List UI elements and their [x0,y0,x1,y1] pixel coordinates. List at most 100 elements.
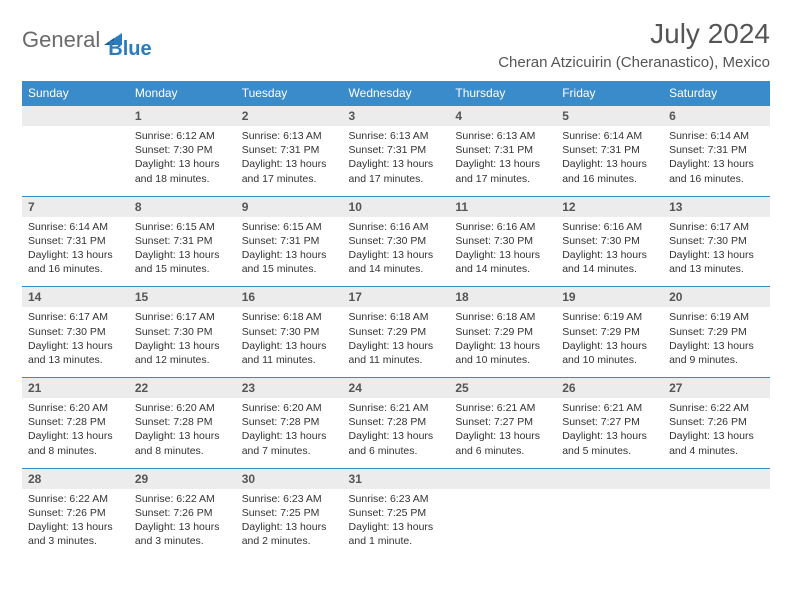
day-cell: Sunrise: 6:14 AMSunset: 7:31 PMDaylight:… [663,126,770,196]
day-day1: Daylight: 13 hours [135,429,230,443]
day-day2: and 9 minutes. [669,353,764,367]
day-day1: Daylight: 13 hours [562,339,657,353]
title-area: July 2024 Cheran Atzicuirin (Cheranastic… [498,18,770,71]
day-cell: Sunrise: 6:16 AMSunset: 7:30 PMDaylight:… [449,217,556,287]
day-day1: Daylight: 13 hours [669,339,764,353]
day-day1: Daylight: 13 hours [242,520,337,534]
day-day2: and 8 minutes. [28,444,123,458]
date-number-row: 78910111213 [22,196,770,217]
date-number: 3 [343,106,450,127]
date-number-row: 123456 [22,106,770,127]
day-day1: Daylight: 13 hours [349,157,444,171]
weekday-header: Thursday [449,81,556,106]
day-day1: Daylight: 13 hours [669,429,764,443]
day-sunset: Sunset: 7:29 PM [562,325,657,339]
date-number: 25 [449,378,556,399]
day-day1: Daylight: 13 hours [28,520,123,534]
day-day1: Daylight: 13 hours [455,429,550,443]
day-day2: and 16 minutes. [28,262,123,276]
day-day2: and 14 minutes. [349,262,444,276]
day-day2: and 3 minutes. [28,534,123,548]
day-sunset: Sunset: 7:30 PM [562,234,657,248]
weekday-header: Sunday [22,81,129,106]
calendar-table: Sunday Monday Tuesday Wednesday Thursday… [22,81,770,558]
day-day1: Daylight: 13 hours [669,157,764,171]
date-number: 23 [236,378,343,399]
day-sunset: Sunset: 7:29 PM [349,325,444,339]
date-number: 5 [556,106,663,127]
day-cell: Sunrise: 6:18 AMSunset: 7:30 PMDaylight:… [236,307,343,377]
day-sunrise: Sunrise: 6:13 AM [242,129,337,143]
day-data-row: Sunrise: 6:14 AMSunset: 7:31 PMDaylight:… [22,217,770,287]
day-day2: and 5 minutes. [562,444,657,458]
day-sunset: Sunset: 7:31 PM [562,143,657,157]
day-day1: Daylight: 13 hours [455,157,550,171]
header: General Blue July 2024 Cheran Atzicuirin… [22,18,770,71]
day-cell: Sunrise: 6:16 AMSunset: 7:30 PMDaylight:… [556,217,663,287]
day-sunrise: Sunrise: 6:15 AM [135,220,230,234]
day-sunset: Sunset: 7:30 PM [669,234,764,248]
day-cell: Sunrise: 6:20 AMSunset: 7:28 PMDaylight:… [236,398,343,468]
day-day1: Daylight: 13 hours [135,520,230,534]
day-day1: Daylight: 13 hours [349,339,444,353]
day-cell [22,126,129,196]
date-number: 15 [129,287,236,308]
day-day1: Daylight: 13 hours [455,248,550,262]
day-day2: and 1 minute. [349,534,444,548]
date-number: 6 [663,106,770,127]
date-number: 24 [343,378,450,399]
day-sunset: Sunset: 7:30 PM [28,325,123,339]
day-day2: and 10 minutes. [562,353,657,367]
day-day1: Daylight: 13 hours [242,157,337,171]
day-cell: Sunrise: 6:22 AMSunset: 7:26 PMDaylight:… [663,398,770,468]
day-sunrise: Sunrise: 6:15 AM [242,220,337,234]
day-cell [663,489,770,559]
day-day1: Daylight: 13 hours [28,429,123,443]
calendar-body: 123456Sunrise: 6:12 AMSunset: 7:30 PMDay… [22,106,770,559]
day-day2: and 2 minutes. [242,534,337,548]
day-sunrise: Sunrise: 6:14 AM [562,129,657,143]
day-day1: Daylight: 13 hours [135,339,230,353]
day-day2: and 7 minutes. [242,444,337,458]
date-number: 28 [22,468,129,489]
day-cell: Sunrise: 6:23 AMSunset: 7:25 PMDaylight:… [236,489,343,559]
day-day2: and 13 minutes. [28,353,123,367]
weekday-header: Wednesday [343,81,450,106]
day-day2: and 16 minutes. [562,172,657,186]
date-number [22,106,129,127]
day-sunrise: Sunrise: 6:14 AM [669,129,764,143]
day-day1: Daylight: 13 hours [562,157,657,171]
day-cell: Sunrise: 6:23 AMSunset: 7:25 PMDaylight:… [343,489,450,559]
day-sunrise: Sunrise: 6:21 AM [455,401,550,415]
day-cell: Sunrise: 6:15 AMSunset: 7:31 PMDaylight:… [236,217,343,287]
date-number: 9 [236,196,343,217]
day-sunset: Sunset: 7:31 PM [28,234,123,248]
day-sunrise: Sunrise: 6:17 AM [28,310,123,324]
day-day2: and 18 minutes. [135,172,230,186]
date-number: 21 [22,378,129,399]
day-cell: Sunrise: 6:22 AMSunset: 7:26 PMDaylight:… [22,489,129,559]
day-sunrise: Sunrise: 6:13 AM [455,129,550,143]
day-day1: Daylight: 13 hours [28,339,123,353]
day-sunset: Sunset: 7:26 PM [28,506,123,520]
date-number: 10 [343,196,450,217]
day-sunset: Sunset: 7:31 PM [135,234,230,248]
date-number-row: 14151617181920 [22,287,770,308]
date-number: 2 [236,106,343,127]
day-sunset: Sunset: 7:31 PM [242,143,337,157]
day-sunset: Sunset: 7:25 PM [349,506,444,520]
day-cell: Sunrise: 6:18 AMSunset: 7:29 PMDaylight:… [449,307,556,377]
date-number: 19 [556,287,663,308]
logo-text-blue: Blue [108,38,151,61]
day-cell: Sunrise: 6:18 AMSunset: 7:29 PMDaylight:… [343,307,450,377]
day-sunrise: Sunrise: 6:23 AM [349,492,444,506]
date-number [449,468,556,489]
day-sunrise: Sunrise: 6:20 AM [135,401,230,415]
day-day2: and 11 minutes. [242,353,337,367]
weekday-header: Monday [129,81,236,106]
day-sunset: Sunset: 7:31 PM [242,234,337,248]
day-sunrise: Sunrise: 6:18 AM [242,310,337,324]
date-number: 18 [449,287,556,308]
day-cell: Sunrise: 6:12 AMSunset: 7:30 PMDaylight:… [129,126,236,196]
day-sunrise: Sunrise: 6:18 AM [455,310,550,324]
